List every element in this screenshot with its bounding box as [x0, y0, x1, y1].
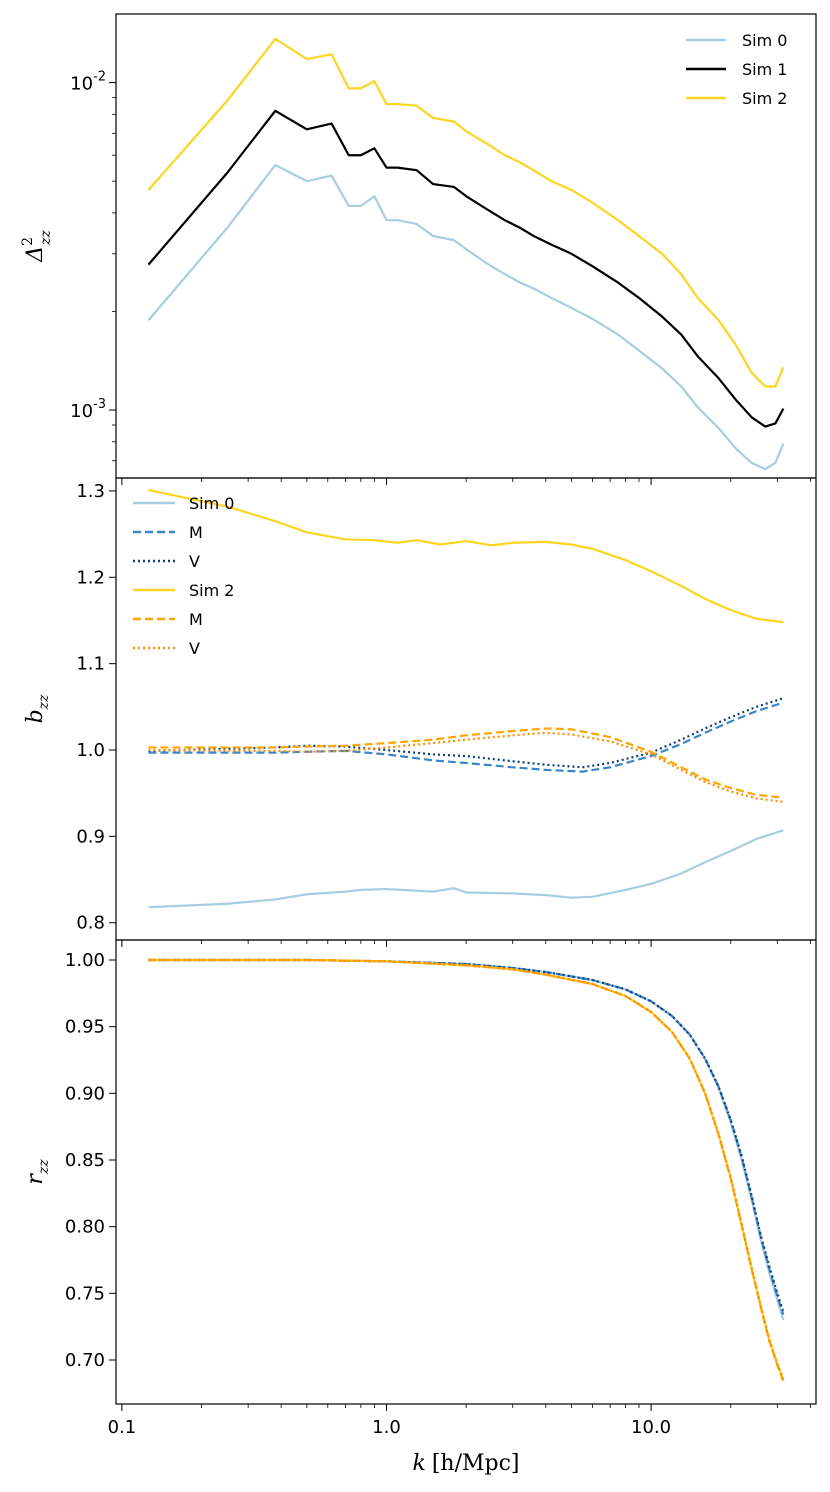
- y-axis-label: Δ2 zz: [20, 230, 54, 263]
- y-tick-label: 0.9: [76, 826, 105, 847]
- y-axis-label-main: r: [23, 1173, 48, 1185]
- legend-label: M: [189, 610, 203, 629]
- series-line-sim-2-v: [148, 958, 785, 1380]
- series-line-v: [148, 731, 784, 803]
- y-tick-base: 10: [70, 401, 93, 422]
- panel-bottom: 0.70 0.75 0.80 0.85 0.90 0.95 1.00 0.1 1.0 10.0 rz…: [23, 939, 817, 1476]
- y-axis-label-sub: zz: [36, 1159, 52, 1175]
- series-line-sim-2: [148, 489, 784, 624]
- x-axis-label-units: [h/Mpc]: [432, 1451, 520, 1476]
- y-tick-label: 0.80: [65, 1217, 105, 1238]
- y-tick-label: 1.00: [65, 950, 105, 971]
- series-line-m: [148, 727, 784, 799]
- y-axis-label-main: b: [23, 709, 48, 723]
- series-line-m: [148, 701, 784, 773]
- series-line-sim-0: [147, 163, 785, 471]
- x-axis-label: k [h/Mpc]: [412, 1451, 519, 1476]
- y-tick-label: 0.75: [65, 1283, 105, 1304]
- series-line-sim-1: [147, 109, 785, 428]
- legend-label: Sim 1: [742, 60, 787, 79]
- series-line-sim-2: [147, 37, 785, 388]
- x-tick-label: 0.1: [108, 1417, 137, 1438]
- y-tick-exponent: -3: [93, 397, 106, 412]
- y-axis-label-main: Δ: [23, 246, 48, 263]
- legend-label: Sim 2: [742, 89, 787, 108]
- y-tick-label: 1.0: [76, 740, 105, 761]
- series-group: [148, 489, 784, 909]
- series-group: [147, 37, 785, 471]
- legend-label: Sim 2: [189, 581, 234, 600]
- y-tick-label: 0.90: [65, 1083, 105, 1104]
- y-axis-label: bzz: [23, 694, 52, 723]
- y-tick-label: 10-3: [70, 397, 106, 422]
- x-tick-label: 10.0: [631, 1417, 671, 1438]
- x-tick-label: 1.0: [372, 1417, 401, 1438]
- y-axis-label-sub: zz: [38, 230, 54, 246]
- y-axis-label-sub: zz: [36, 694, 52, 710]
- y-tick-label: 0.85: [65, 1150, 105, 1171]
- y-axis-label-sup: 2: [20, 237, 36, 246]
- series-line-sim-0: [148, 829, 784, 909]
- legend-label: Sim 0: [189, 494, 234, 513]
- y-tick-exponent: -2: [93, 70, 106, 85]
- y-tick-label: 10-2: [70, 70, 106, 95]
- y-tick-label: 0.70: [65, 1350, 105, 1371]
- y-axis-label: rzz: [23, 1159, 52, 1185]
- y-tick-label: 0.8: [76, 913, 105, 934]
- legend-label: Sim 0: [742, 31, 787, 50]
- series-group: [148, 958, 785, 1382]
- y-tick-label: 1.1: [76, 654, 105, 675]
- y-tick-label: 0.95: [65, 1017, 105, 1038]
- legend-label: V: [189, 639, 200, 658]
- series-line-sim-0-v: [148, 958, 785, 1313]
- legend-label: V: [189, 552, 200, 571]
- y-tick-label: 1.3: [76, 481, 105, 502]
- y-tick-base: 10: [70, 74, 93, 95]
- y-tick-label: 1.2: [76, 567, 105, 588]
- legend-label: M: [189, 523, 203, 542]
- x-axis-label-var: k: [412, 1451, 425, 1476]
